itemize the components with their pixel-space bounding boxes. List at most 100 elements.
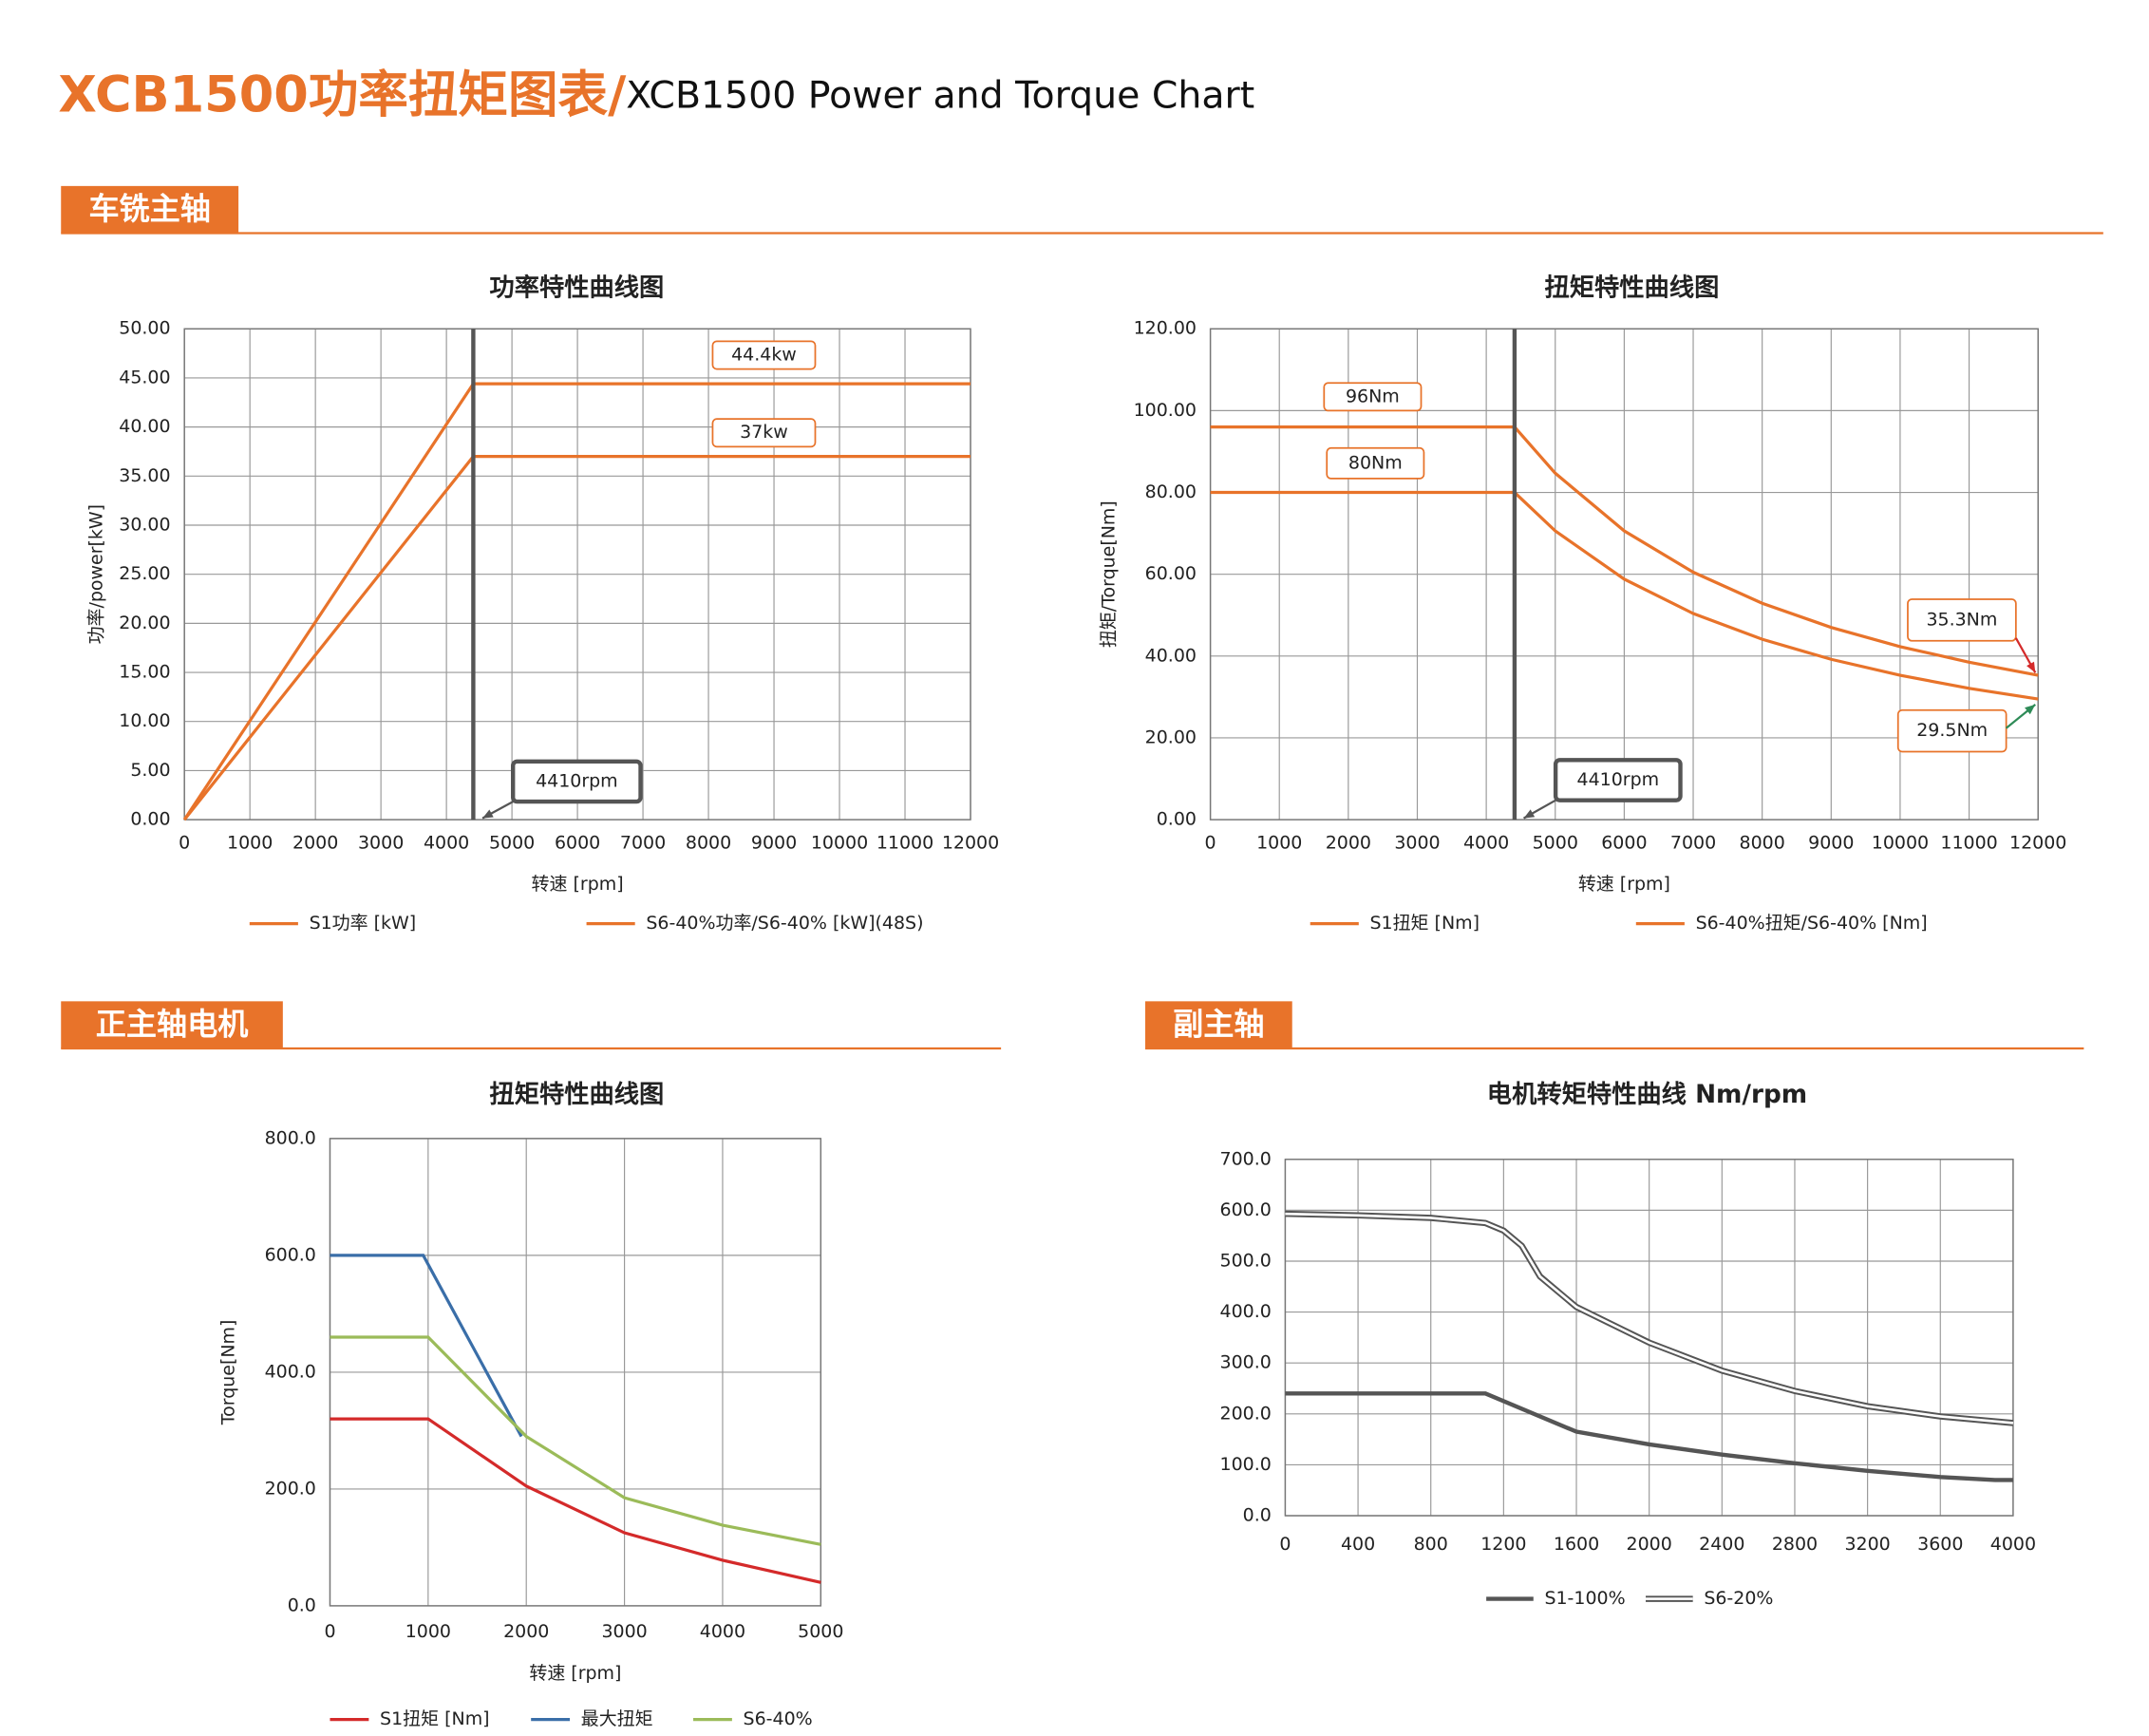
chart-title: 扭矩特性曲线图 xyxy=(489,1080,664,1109)
x-tick-label: 2000 xyxy=(1326,832,1371,853)
legend-label: S1-100% xyxy=(1544,1588,1625,1609)
arrow-head xyxy=(482,809,494,819)
x-tick-label: 2800 xyxy=(1772,1534,1818,1555)
y-tick-label: 0.0 xyxy=(1243,1505,1272,1526)
x-tick-label: 0 xyxy=(1279,1534,1291,1555)
arrow-head xyxy=(2026,661,2036,673)
series-line xyxy=(1210,425,2039,677)
y-tick-label: 500.0 xyxy=(1220,1250,1272,1271)
x-tick-label: 8000 xyxy=(1740,832,1785,853)
x-tick-label: 6000 xyxy=(1601,832,1647,853)
x-tick-label: 8000 xyxy=(686,832,731,853)
annotation: 80Nm xyxy=(1348,452,1403,473)
x-tick-label: 4000 xyxy=(1990,1534,2036,1555)
annotation: 35.3Nm xyxy=(1926,609,1997,630)
y-tick-label: 0.0 xyxy=(288,1594,316,1615)
x-tick-label: 2000 xyxy=(292,832,338,853)
x-tick-label: 2000 xyxy=(1627,1534,1672,1555)
legend-label: S1扭矩 [Nm] xyxy=(380,1708,490,1729)
y-tick-label: 0.00 xyxy=(130,809,170,830)
y-tick-label: 20.00 xyxy=(119,613,170,633)
x-tick-label: 2400 xyxy=(1699,1534,1744,1555)
annotation: 37kw xyxy=(740,422,788,443)
x-tick-label: 7000 xyxy=(620,832,666,853)
page-title: XCB1500功率扭矩图表/XCB1500 Power and Torque C… xyxy=(58,66,1254,123)
x-tick-label: 0 xyxy=(1205,832,1216,853)
x-tick-label: 400 xyxy=(1341,1534,1375,1555)
y-tick-label: 200.0 xyxy=(1220,1403,1272,1424)
annotation: 44.4kw xyxy=(731,344,797,365)
x-tick-label: 4000 xyxy=(424,832,469,853)
series-line xyxy=(330,1417,821,1584)
y-tick-label: 600.0 xyxy=(265,1244,316,1265)
x-tick-label: 2000 xyxy=(503,1621,549,1642)
plot-frame xyxy=(329,1138,822,1607)
x-tick-label: 10000 xyxy=(811,832,868,853)
legend-label: S6-40%扭矩/S6-40% [Nm] xyxy=(1696,913,1928,934)
x-tick-label: 0 xyxy=(324,1621,335,1642)
x-tick-label: 3000 xyxy=(358,832,404,853)
x-tick-label: 1000 xyxy=(405,1621,451,1642)
x-tick-label: 10000 xyxy=(1872,832,1929,853)
y-tick-label: 50.00 xyxy=(119,318,170,339)
annotation: 29.5Nm xyxy=(1916,720,1988,741)
y-tick-label: 15.00 xyxy=(119,662,170,683)
y-tick-label: 40.00 xyxy=(1145,645,1197,666)
x-tick-label: 800 xyxy=(1414,1534,1448,1555)
series-line-inner xyxy=(1285,1212,2014,1425)
annotation-box xyxy=(1907,598,2017,642)
x-tick-label: 3000 xyxy=(601,1621,647,1642)
x-tick-label: 1000 xyxy=(1256,832,1302,853)
annotation: 96Nm xyxy=(1346,386,1400,406)
y-tick-label: 25.00 xyxy=(119,563,170,584)
x-tick-label: 5000 xyxy=(489,832,535,853)
annotation: 4410rpm xyxy=(536,770,618,791)
annotation-box xyxy=(1896,708,2008,753)
y-tick-label: 10.00 xyxy=(119,710,170,731)
y-axis-label: 扭矩/Torque[Nm] xyxy=(1099,500,1120,648)
y-tick-label: 5.00 xyxy=(130,760,170,781)
x-tick-label: 3200 xyxy=(1844,1534,1890,1555)
plot-frame xyxy=(1209,328,2039,821)
y-tick-label: 300.0 xyxy=(1220,1352,1272,1373)
chart-title: 扭矩特性曲线图 xyxy=(1544,273,1719,302)
x-tick-label: 5000 xyxy=(798,1621,843,1642)
x-axis-label: 转速 [rpm] xyxy=(529,1663,621,1684)
x-tick-label: 3000 xyxy=(1394,832,1440,853)
y-tick-label: 80.00 xyxy=(1145,481,1197,502)
chart-title: 电机转矩特性曲线 Nm/rpm xyxy=(1487,1080,1807,1109)
x-tick-label: 12000 xyxy=(2009,832,2066,853)
section-title: 副主轴 xyxy=(1173,1007,1264,1043)
y-axis-label: Torque[Nm] xyxy=(217,1320,238,1426)
y-tick-label: 20.00 xyxy=(1145,726,1197,747)
arrow-head xyxy=(2025,704,2036,715)
legend-label: S6-40% xyxy=(744,1708,813,1729)
x-tick-label: 9000 xyxy=(751,832,797,853)
y-axis-label: 功率/power[kW] xyxy=(86,504,107,645)
x-tick-label: 1000 xyxy=(227,832,273,853)
y-tick-label: 200.0 xyxy=(265,1478,316,1499)
y-tick-label: 40.00 xyxy=(119,416,170,437)
y-tick-label: 35.00 xyxy=(119,465,170,486)
annotation-box xyxy=(711,418,817,448)
y-tick-label: 60.00 xyxy=(1145,563,1197,584)
annotation-box xyxy=(711,340,817,370)
arrow-head xyxy=(1523,809,1536,819)
x-tick-label: 5000 xyxy=(1533,832,1578,853)
x-tick-label: 0 xyxy=(179,832,190,853)
x-tick-label: 1600 xyxy=(1554,1534,1599,1555)
x-tick-label: 4000 xyxy=(1463,832,1509,853)
series-line xyxy=(1210,490,2039,701)
y-tick-label: 400.0 xyxy=(1220,1301,1272,1322)
x-tick-label: 7000 xyxy=(1670,832,1716,853)
legend-label: S1扭矩 [Nm] xyxy=(1369,913,1480,934)
x-tick-label: 4000 xyxy=(700,1621,745,1642)
x-tick-label: 1200 xyxy=(1480,1534,1526,1555)
series-line xyxy=(1285,1391,2013,1482)
x-axis-label: 转速 [rpm] xyxy=(1578,874,1670,895)
series-line xyxy=(330,1254,523,1438)
series-line xyxy=(330,1335,821,1546)
annotation-box xyxy=(1553,758,1683,802)
section-tab xyxy=(1144,1001,1292,1048)
